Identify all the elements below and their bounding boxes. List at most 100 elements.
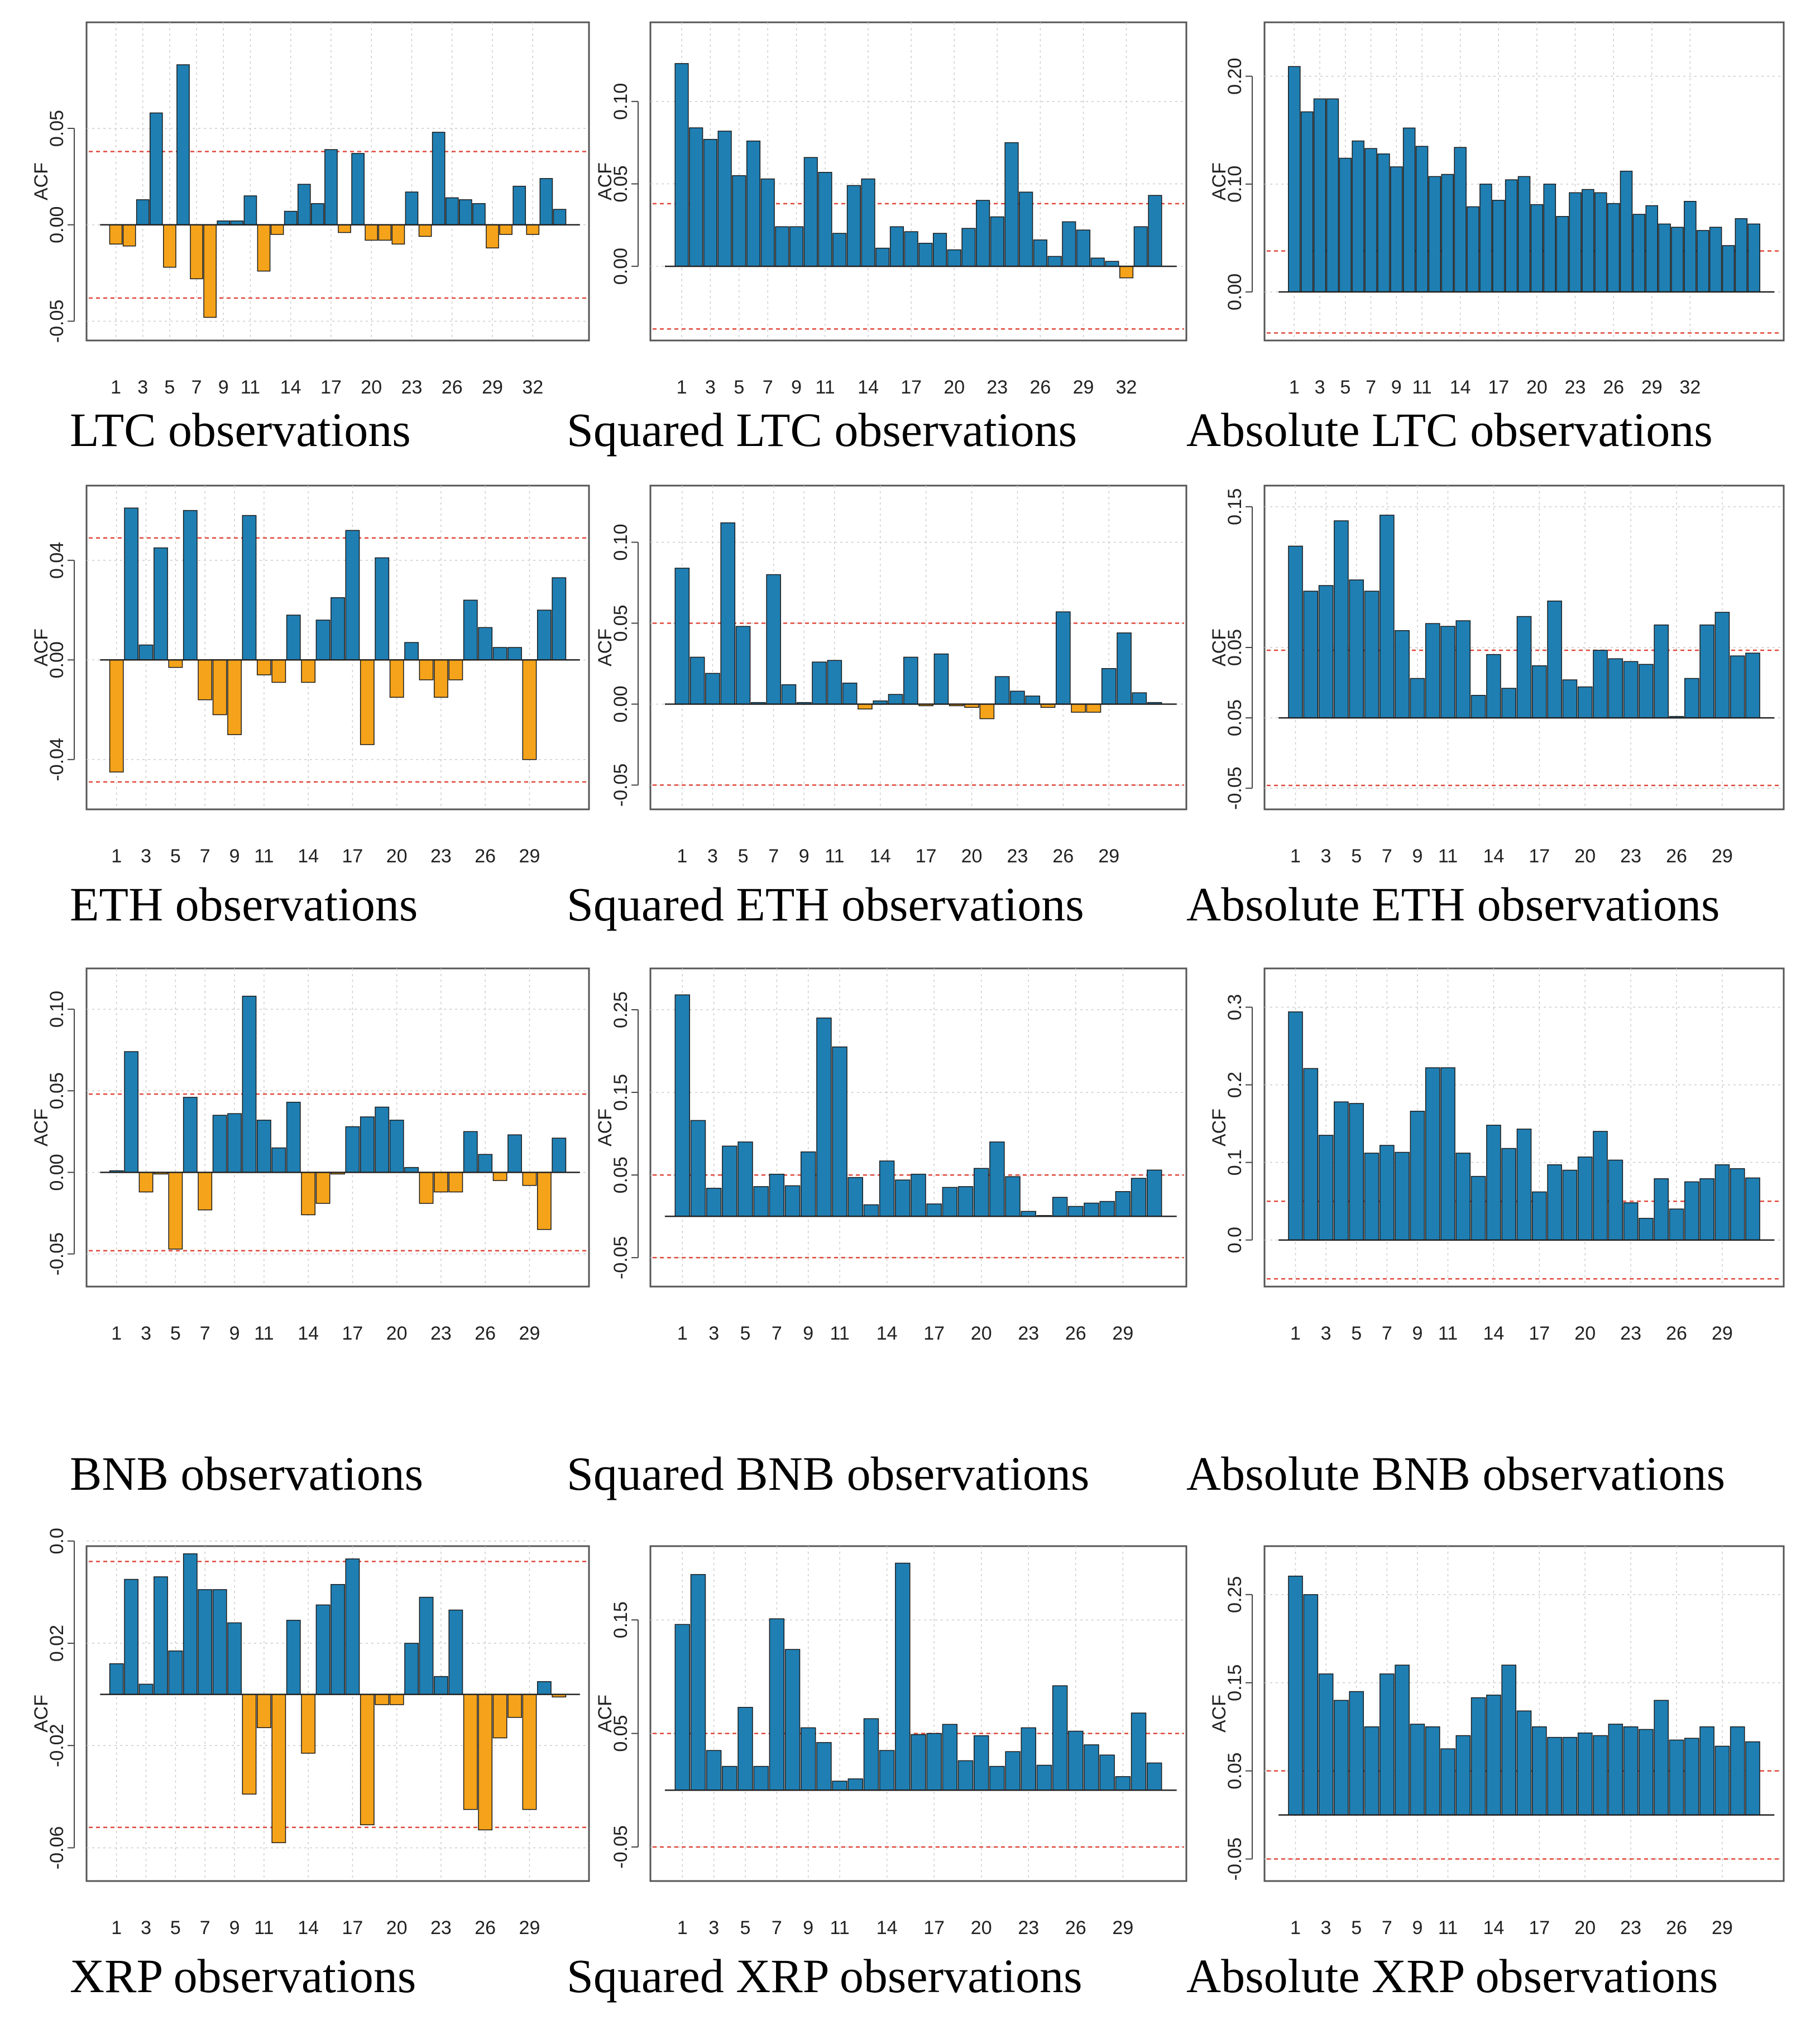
y-tick-label: 0.15 (610, 1601, 631, 1638)
acf-bar (1699, 624, 1714, 718)
acf-bar (1010, 690, 1025, 705)
acf-bar (297, 184, 311, 226)
y-tick-label: 0.25 (610, 991, 631, 1028)
y-tick-label: 0.0 (1224, 1227, 1246, 1253)
acf-bar (957, 1186, 974, 1217)
acf-bar (720, 522, 736, 705)
acf-bar (1577, 1732, 1593, 1816)
acf-bar (1543, 184, 1556, 292)
acf-bar (1334, 520, 1349, 718)
acf-bar (1364, 1726, 1380, 1816)
acf-bar (1425, 623, 1440, 718)
acf-bar (1349, 1103, 1364, 1241)
acf-bar (1669, 1739, 1684, 1816)
acf-chart-9: 0.0 0.1 0.2 0.3 ACF 1 3 5 7 9 11 14 17 20 23 26 29 (1209, 967, 1785, 1344)
x-tick-label: 14 (877, 1323, 898, 1344)
x-tick-label: 14 (280, 377, 301, 398)
x-tick-label: 14 (1483, 1917, 1504, 1939)
acf-bar (1090, 257, 1105, 267)
acf-bar (168, 1651, 183, 1695)
acf-bar (1379, 515, 1395, 718)
acf-bar (198, 659, 213, 701)
acf-bar (1288, 1011, 1303, 1241)
acf-bar (706, 1188, 722, 1217)
x-tick-label: 5 (1351, 846, 1362, 867)
x-tick-label: 29 (1112, 1323, 1133, 1344)
acf-bar (163, 224, 176, 268)
y-tick-label: 0.10 (46, 991, 68, 1028)
acf-bar (847, 1177, 863, 1217)
acf-bar (419, 659, 434, 680)
x-tick-label: 3 (708, 1323, 719, 1344)
acf-bar (753, 1186, 769, 1217)
acf-bar (537, 610, 552, 661)
chart-caption: Absolute XRP observations (1186, 1949, 1718, 2003)
acf-bar (961, 228, 976, 267)
x-tick-label: 9 (799, 846, 810, 867)
acf-bar (1501, 1664, 1517, 1816)
acf-bar (1608, 1724, 1623, 1816)
acf-bar (1303, 1594, 1319, 1816)
x-tick-label: 3 (1321, 1323, 1332, 1344)
acf-bar (109, 224, 123, 245)
acf-bar (227, 1113, 242, 1173)
x-tick-label: 23 (1620, 1917, 1641, 1939)
y-tick-label: 0.05 (1224, 629, 1246, 666)
acf-bar (478, 627, 493, 661)
acf-bar (1349, 579, 1364, 718)
acf-panel-8: -0.05 0.05 0.15 0.25 ACF 1 3 5 7 9 11 14 17 20 23 26 29 (586, 963, 1198, 1365)
acf-bar (492, 1172, 507, 1181)
acf-bar (1516, 1710, 1532, 1816)
acf-bar (311, 203, 324, 226)
x-tick-label: 7 (200, 1917, 210, 1939)
acf-bar (286, 615, 301, 661)
acf-bar (1410, 1111, 1425, 1241)
acf-bar (375, 1106, 390, 1173)
acf-bar (301, 1693, 316, 1754)
x-tick-label: 26 (1666, 846, 1687, 867)
acf-bar (507, 1134, 522, 1173)
y-tick-label: 0.04 (46, 542, 68, 579)
x-tick-label: 1 (677, 846, 687, 867)
acf-bar (1076, 229, 1091, 267)
chart-caption: Absolute LTC observations (1186, 403, 1713, 457)
acf-bar (705, 673, 720, 705)
acf-bar (389, 659, 404, 698)
acf-bar (405, 191, 419, 226)
chart-caption: Absolute ETH observations (1186, 877, 1720, 931)
x-tick-label: 5 (170, 846, 181, 867)
acf-chart-10: -0.06 -0.02 0.02 0.0 ACF 1 3 5 7 9 11 14 17 20 23 26 29 (31, 1528, 590, 1939)
y-tick-label: 0.1 (1224, 1149, 1246, 1176)
acf-bar (689, 127, 703, 267)
y-tick-label: 0.15 (610, 1074, 631, 1111)
x-tick-label: 7 (1382, 1323, 1392, 1344)
x-tick-label: 29 (1112, 1917, 1133, 1939)
x-tick-label: 17 (320, 377, 342, 398)
x-tick-label: 5 (1351, 1323, 1362, 1344)
acf-bar (1303, 591, 1319, 718)
x-tick-label: 26 (442, 377, 463, 398)
x-tick-label: 26 (475, 846, 496, 867)
x-tick-label: 9 (1412, 1323, 1423, 1344)
x-tick-label: 26 (1065, 1917, 1086, 1939)
acf-bar (722, 1765, 737, 1791)
x-tick-label: 23 (986, 377, 1008, 398)
acf-bar (338, 224, 351, 233)
acf-bar (507, 1693, 522, 1718)
acf-bar (957, 1760, 974, 1791)
acf-bar (1486, 1125, 1501, 1241)
acf-bar (879, 1750, 895, 1791)
acf-bar (674, 568, 690, 705)
acf-bar (537, 1172, 552, 1230)
acf-bar (448, 1609, 463, 1695)
x-tick-label: 20 (971, 1323, 992, 1344)
acf-bar (513, 185, 526, 226)
acf-bar (1639, 1217, 1654, 1241)
x-tick-label: 26 (1603, 377, 1624, 398)
acf-bar (1364, 591, 1380, 718)
acf-bar (1410, 1724, 1425, 1816)
chart-caption: Absolute BNB observations (1186, 1447, 1726, 1500)
x-tick-label: 14 (858, 377, 879, 398)
acf-bar (1530, 204, 1544, 292)
acf-bar (1146, 1169, 1162, 1217)
